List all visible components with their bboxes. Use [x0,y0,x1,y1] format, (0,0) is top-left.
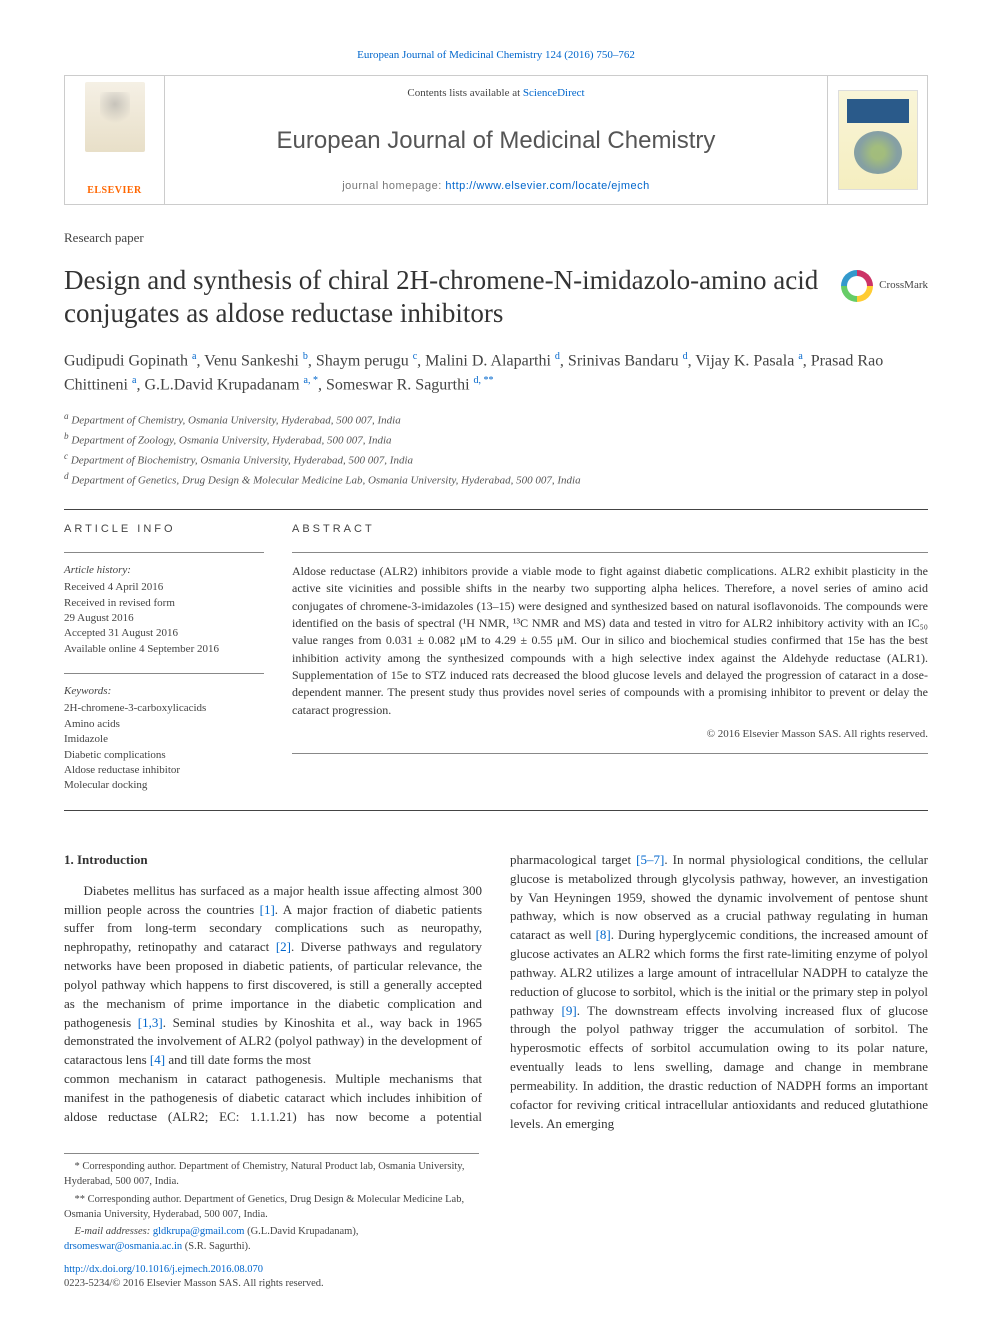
sciencedirect-link[interactable]: ScienceDirect [523,87,585,99]
contents-line: Contents lists available at ScienceDirec… [407,86,584,101]
email-label: E-mail addresses: [75,1226,153,1237]
rule-top [64,509,928,510]
keywords: Keywords: 2H-chromene-3-carboxylicacidsA… [64,684,264,794]
affiliation-line: c Department of Biochemistry, Osmania Un… [64,450,928,469]
article-history: Article history: Received 4 April 2016Re… [64,563,264,657]
body-columns: 1. Introduction Diabetes mellitus has su… [64,851,928,1134]
history-line: Received 4 April 2016 [64,580,264,595]
history-head: Article history: [64,563,264,578]
contents-prefix: Contents lists available at [407,87,522,99]
email-link-2[interactable]: drsomeswar@osmania.ac.in [64,1241,182,1252]
publisher-cell: ELSEVIER [65,76,165,204]
citation-link[interactable]: European Journal of Medicinal Chemistry … [357,49,635,61]
article-info-label: ARTICLE INFO [64,522,264,537]
email-paren-2: (S.R. Sagurthi). [182,1241,251,1252]
keyword-item: Diabetic complications [64,748,264,763]
abstract-col: ABSTRACT Aldose reductase (ALR2) inhibit… [292,522,928,793]
email-link-1[interactable]: gldkrupa@gmail.com [153,1226,245,1237]
section-heading-intro: 1. Introduction [64,851,482,870]
ref-link[interactable]: [2] [276,939,291,954]
history-line: 29 August 2016 [64,611,264,626]
affiliation-line: a Department of Chemistry, Osmania Unive… [64,410,928,429]
journal-name: European Journal of Medicinal Chemistry [277,124,716,158]
crossmark-badge[interactable]: CrossMark [841,270,928,302]
banner-center: Contents lists available at ScienceDirec… [165,76,827,204]
footnotes: * Corresponding author. Department of Ch… [64,1153,479,1254]
history-line: Accepted 31 August 2016 [64,626,264,641]
affiliation-line: d Department of Genetics, Drug Design & … [64,470,928,489]
corresponding-author-2: ** Corresponding author. Department of G… [64,1193,479,1222]
history-line: Received in revised form [64,596,264,611]
inner-rule-4 [292,753,928,754]
issn-copyright: 0223-5234/© 2016 Elsevier Masson SAS. Al… [64,1278,324,1289]
authors: Gudipudi Gopinath a, Venu Sankeshi b, Sh… [64,349,928,398]
journal-banner: ELSEVIER Contents lists available at Sci… [64,75,928,205]
journal-citation: European Journal of Medicinal Chemistry … [64,48,928,63]
doi-block: http://dx.doi.org/10.1016/j.ejmech.2016.… [64,1263,928,1292]
keyword-item: Imidazole [64,732,264,747]
doi-link[interactable]: http://dx.doi.org/10.1016/j.ejmech.2016.… [64,1264,263,1275]
keyword-item: 2H-chromene-3-carboxylicacids [64,701,264,716]
abstract-label: ABSTRACT [292,522,928,537]
ref-link[interactable]: [8] [596,927,611,942]
abstract-text: Aldose reductase (ALR2) inhibitors provi… [292,563,928,720]
corresponding-author-1: * Corresponding author. Department of Ch… [64,1160,479,1189]
info-abstract-row: ARTICLE INFO Article history: Received 4… [64,522,928,793]
inner-rule-2 [64,673,264,674]
homepage-line: journal homepage: http://www.elsevier.co… [342,179,650,194]
rule-bottom [64,810,928,811]
inner-rule-1 [64,552,264,553]
homepage-link[interactable]: http://www.elsevier.com/locate/ejmech [445,180,649,192]
ref-link[interactable]: [9] [562,1003,577,1018]
publisher-name: ELSEVIER [87,184,142,198]
email-paren-1: (G.L.David Krupadanam), [244,1226,358,1237]
history-line: Available online 4 September 2016 [64,642,264,657]
cover-cell [827,76,927,204]
intro-paragraph-1: Diabetes mellitus has surfaced as a majo… [64,882,482,1070]
homepage-prefix: journal homepage: [342,180,445,192]
keyword-item: Molecular docking [64,778,264,793]
affiliations: a Department of Chemistry, Osmania Unive… [64,410,928,490]
journal-cover-icon [838,90,918,190]
paper-type: Research paper [64,229,928,247]
affiliation-line: b Department of Zoology, Osmania Univers… [64,430,928,449]
inner-rule-3 [292,552,928,553]
ref-link[interactable]: [1] [260,902,275,917]
keywords-head: Keywords: [64,684,264,699]
ref-link[interactable]: [5–7] [636,852,664,867]
keyword-item: Amino acids [64,717,264,732]
ref-link[interactable]: [1,3] [138,1015,163,1030]
abstract-copyright: © 2016 Elsevier Masson SAS. All rights r… [292,727,928,742]
article-info-col: ARTICLE INFO Article history: Received 4… [64,522,264,793]
crossmark-label: CrossMark [879,278,928,293]
title-row: Design and synthesis of chiral 2H-chrome… [64,264,928,350]
email-addresses: E-mail addresses: gldkrupa@gmail.com (G.… [64,1225,479,1254]
crossmark-icon [841,270,873,302]
keyword-item: Aldose reductase inhibitor [64,763,264,778]
elsevier-tree-icon [85,82,145,152]
ref-link[interactable]: [4] [150,1052,165,1067]
paper-title: Design and synthesis of chiral 2H-chrome… [64,264,821,332]
